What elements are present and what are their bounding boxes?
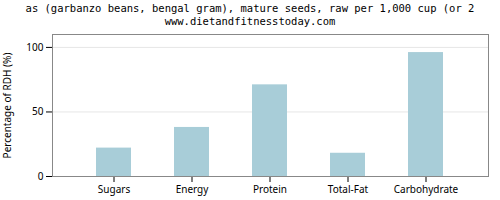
- svg-text:0: 0: [38, 169, 44, 183]
- svg-text:Carbohydrate: Carbohydrate: [394, 182, 459, 196]
- svg-text:Energy: Energy: [176, 182, 210, 196]
- svg-text:Sugars: Sugars: [98, 182, 131, 196]
- html-text:www.dietandfitnesstoday.com: www.dietandfitnesstoday.com: [164, 15, 336, 27]
- html-text:as (garbanzo beans, bengal gra: as (garbanzo beans, bengal gram), mature…: [25, 2, 475, 14]
- svg-text:50: 50: [32, 104, 44, 118]
- svg-text:Protein: Protein: [253, 182, 287, 196]
- svg-text:Total-Fat: Total-Fat: [328, 182, 369, 196]
- svg-text:100: 100: [26, 40, 43, 54]
- svg-text:Percentage of RDH (%): Percentage of RDH (%): [0, 53, 14, 159]
